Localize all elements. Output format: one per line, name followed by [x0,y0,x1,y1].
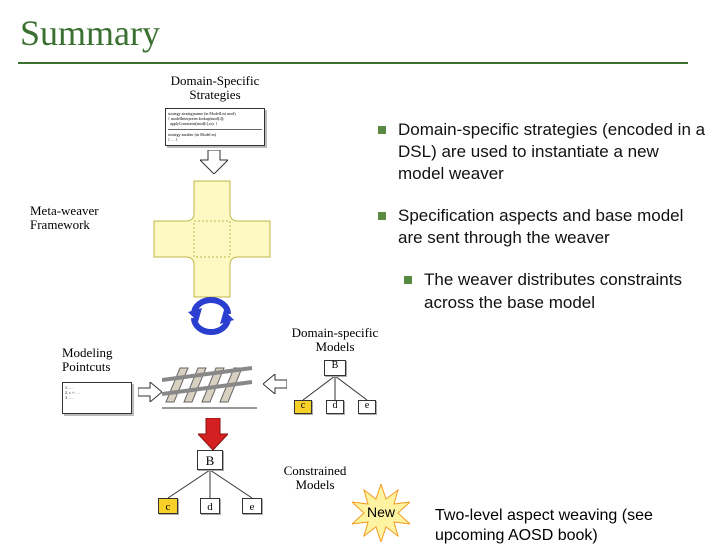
starburst-icon: New [352,484,410,547]
cross-icon [152,179,272,299]
tree-node: B [324,360,346,376]
diagram-container: Domain-SpecificStrategies strategy strat… [0,64,720,544]
bullet-icon [404,276,412,284]
new-label: New [352,504,410,520]
bullet-text: Domain-specific strategies (encoded in a… [398,119,708,185]
list-item: Domain-specific strategies (encoded in a… [378,119,708,185]
tree-node: c [294,400,312,414]
arrow-right-icon [138,382,162,407]
tree-node: c [158,498,178,514]
tree-node: d [326,400,344,414]
footline-text: Two-level aspect weaving (see upcoming A… [435,506,715,546]
dsmodels-label: Domain-specificModels [280,326,390,355]
list-item: Specification aspects and base model are… [378,205,708,249]
framework-label: Meta-weaverFramework [30,204,130,233]
tree-node: e [358,400,376,414]
fence-icon [162,344,257,414]
bullet-icon [378,212,386,220]
list-item: The weaver distributes constraints acros… [404,269,708,313]
refresh-icon [188,296,234,341]
tree-node: B [197,450,223,470]
tree-node: e [242,498,262,514]
pointcuts-label: ModelingPointcuts [62,346,132,375]
tree-top: B c d e [290,360,380,418]
tree-node: d [200,498,220,514]
arrow-down-open-icon [200,150,228,174]
page-title: Summary [0,0,720,62]
tree-bottom: B c d e [150,450,270,516]
strategies-label: Domain-SpecificStrategies [160,74,270,103]
constrained-label: ConstrainedModels [270,464,360,493]
bullet-text: The weaver distributes constraints acros… [424,269,708,313]
bullet-icon [378,126,386,134]
pointcuts-box: 1. …2. c <- …3. … [62,382,132,414]
arrow-left-icon [263,374,287,399]
strategies-box: strategy strategyname (in ModelList mod)… [165,108,265,146]
bullet-text: Specification aspects and base model are… [398,205,708,249]
bullet-list: Domain-specific strategies (encoded in a… [378,119,708,334]
